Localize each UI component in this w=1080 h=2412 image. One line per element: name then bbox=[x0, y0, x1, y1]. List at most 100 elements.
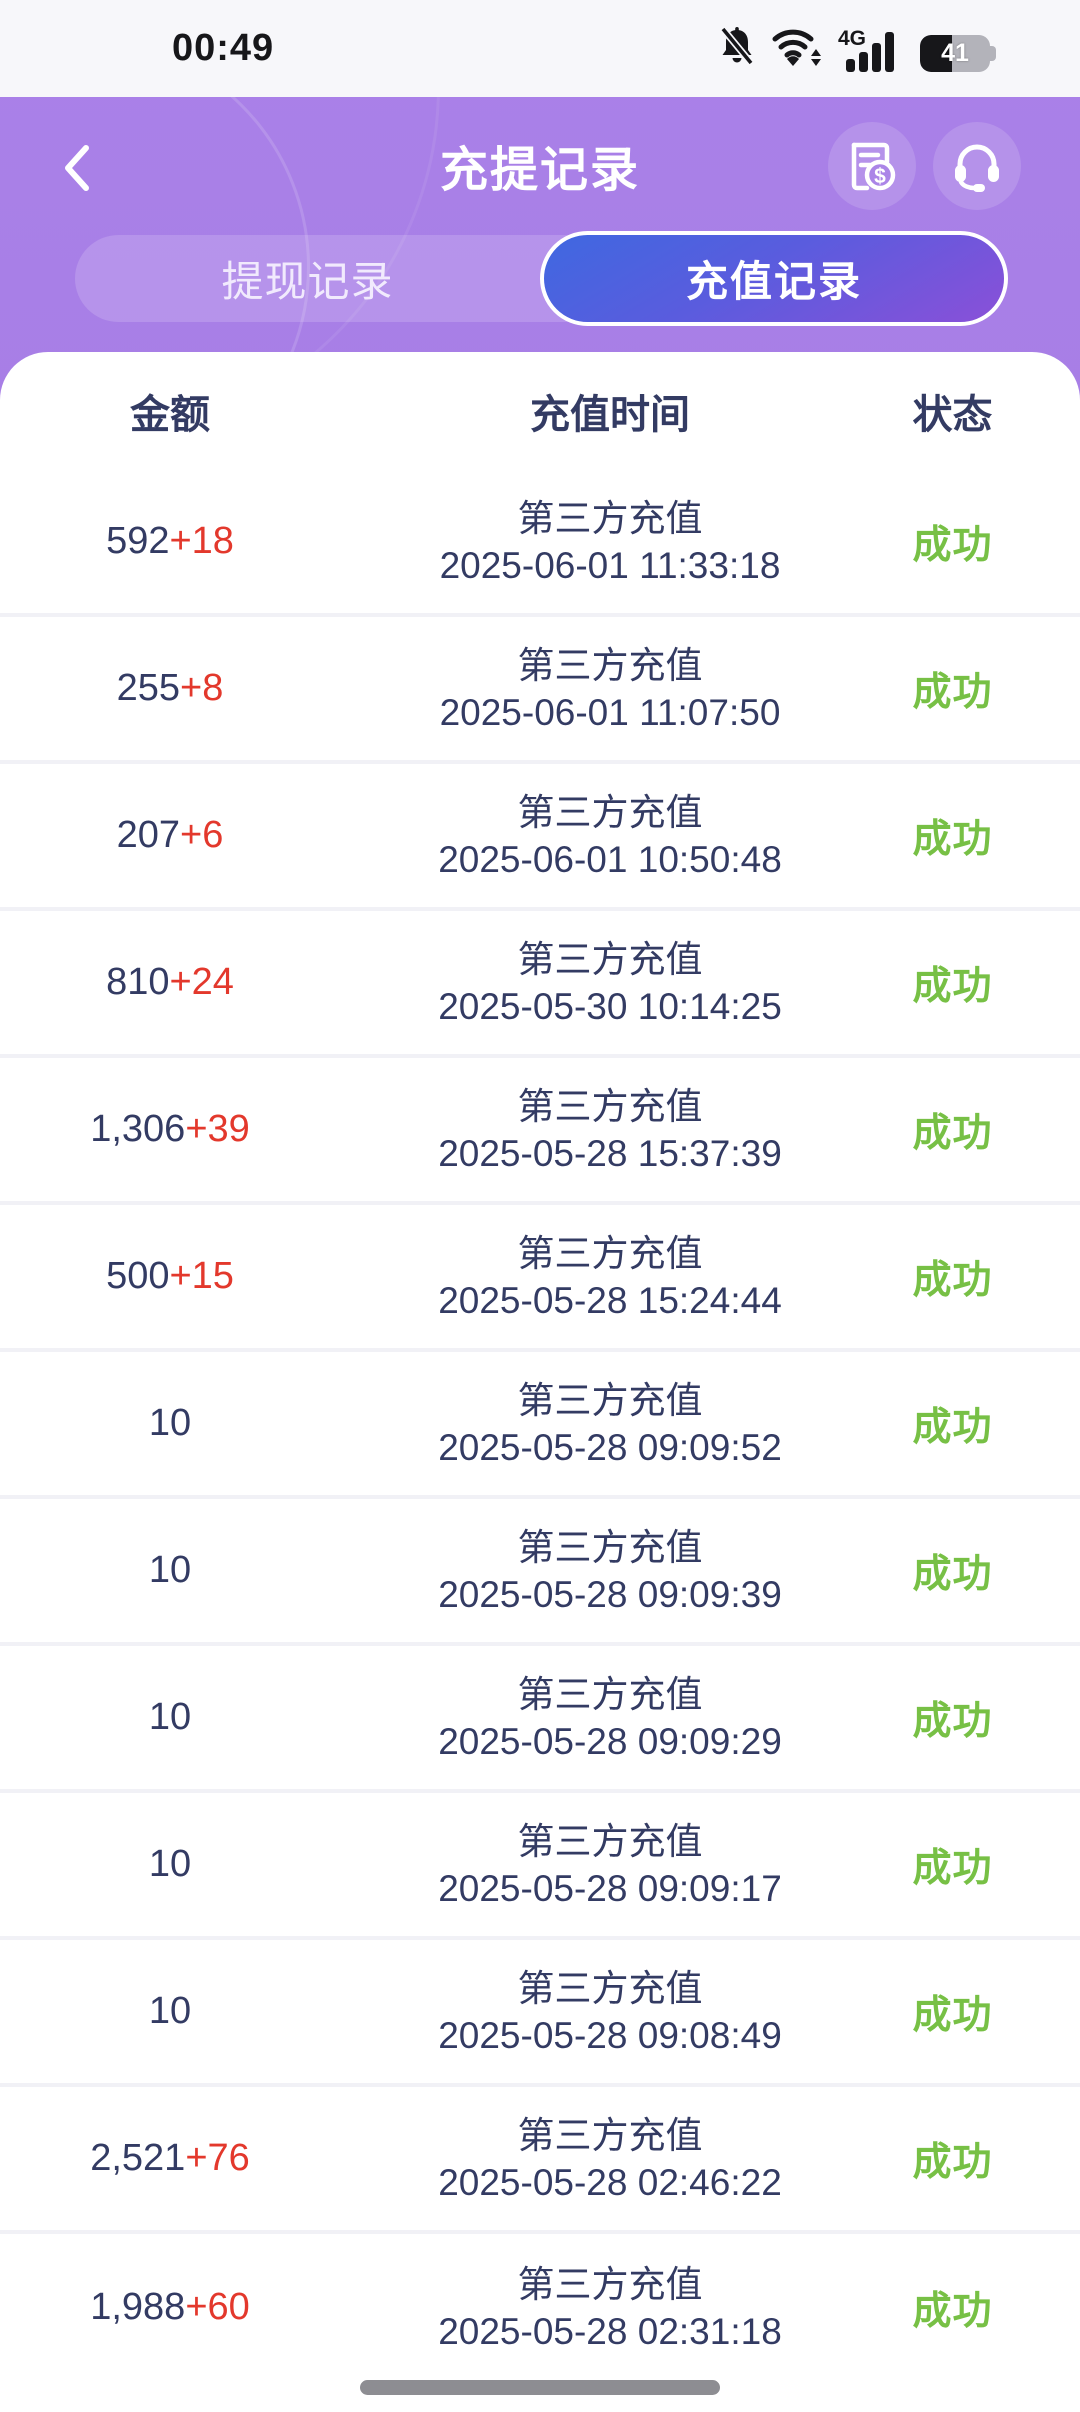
time-cell: 第三方充值 2025-06-01 11:07:50 bbox=[340, 642, 880, 736]
tab-recharge-records[interactable]: 充值记录 bbox=[540, 231, 1008, 326]
customer-service-icon bbox=[955, 144, 999, 192]
amount-cell: 10 bbox=[0, 1696, 340, 1739]
recharge-time: 2025-06-01 11:33:18 bbox=[439, 544, 781, 586]
recharge-method: 第三方充值 bbox=[517, 791, 703, 833]
amount-value: 1,306 bbox=[90, 1108, 186, 1150]
recharge-time: 2025-05-28 09:09:29 bbox=[438, 1720, 782, 1762]
amount-bonus: +24 bbox=[169, 961, 234, 1003]
status-badge: 成功 bbox=[912, 964, 993, 1008]
billing-record-icon: $ bbox=[851, 142, 896, 191]
amount-value: 207 bbox=[116, 814, 181, 856]
recharge-time: 2025-05-28 09:09:52 bbox=[438, 1426, 782, 1468]
amount-value: 592 bbox=[106, 520, 170, 562]
amount-value: 500 bbox=[106, 1255, 170, 1297]
time-cell: 第三方充值 2025-05-28 09:09:29 bbox=[340, 1671, 880, 1765]
time-cell: 第三方充值 2025-06-01 10:50:48 bbox=[340, 789, 880, 883]
records-list: 592 +18 第三方充值 2025-06-01 11:33:18 成功 255 +8 第三方… bbox=[0, 470, 1080, 2381]
billing-record-button[interactable]: $ bbox=[828, 122, 916, 210]
amount-value: 1,988 bbox=[90, 2286, 186, 2328]
clock: 00:49 bbox=[172, 27, 275, 69]
column-header-amount: 金额 bbox=[130, 393, 210, 437]
amount-cell: 1,306 +39 bbox=[0, 1108, 340, 1151]
amount-bonus: +15 bbox=[169, 1255, 234, 1297]
table-row: 10 第三方充值 2025-05-28 09:09:39 成功 bbox=[0, 1499, 1080, 1646]
battery-icon: 41 bbox=[920, 35, 996, 72]
recharge-method: 第三方充值 bbox=[517, 1526, 703, 1568]
amount-value: 10 bbox=[148, 1843, 192, 1885]
status-badge: 成功 bbox=[912, 523, 993, 567]
status-cell: 成功 bbox=[880, 2131, 1080, 2187]
nav-bar: 充提记录 $ bbox=[0, 120, 1080, 210]
time-cell: 第三方充值 2025-06-01 11:33:18 bbox=[340, 495, 880, 589]
table-row: 10 第三方充值 2025-05-28 09:08:49 成功 bbox=[0, 1940, 1080, 2087]
amount-value: 10 bbox=[148, 1990, 192, 2032]
status-badge: 成功 bbox=[912, 1258, 993, 1302]
amount-cell: 207 +6 bbox=[0, 814, 340, 857]
amount-cell: 1,988 +60 bbox=[0, 2286, 340, 2329]
recharge-time: 2025-05-28 09:09:17 bbox=[438, 1867, 782, 1909]
recharge-method: 第三方充值 bbox=[517, 2114, 703, 2156]
recharge-method: 第三方充值 bbox=[517, 1085, 703, 1127]
amount-bonus: +6 bbox=[180, 814, 224, 856]
status-cell: 成功 bbox=[880, 1690, 1080, 1746]
status-cell: 成功 bbox=[880, 955, 1080, 1011]
recharge-method: 第三方充值 bbox=[517, 644, 703, 686]
amount-bonus: +76 bbox=[185, 2137, 250, 2179]
amount-cell: 10 bbox=[0, 1402, 340, 1445]
status-cell: 成功 bbox=[880, 661, 1080, 717]
battery-percent: 41 bbox=[941, 39, 969, 67]
time-cell: 第三方充值 2025-05-28 09:09:17 bbox=[340, 1818, 880, 1912]
amount-bonus: +18 bbox=[169, 520, 234, 562]
recharge-method: 第三方充值 bbox=[517, 1820, 703, 1862]
customer-service-button[interactable] bbox=[933, 122, 1021, 210]
amount-cell: 2,521 +76 bbox=[0, 2137, 340, 2180]
recharge-time: 2025-05-28 09:08:49 bbox=[438, 2014, 782, 2056]
recharge-time: 2025-06-01 10:50:48 bbox=[438, 838, 782, 880]
time-cell: 第三方充值 2025-05-28 02:46:22 bbox=[340, 2112, 880, 2206]
amount-bonus: +8 bbox=[180, 667, 224, 709]
amount-cell: 592 +18 bbox=[0, 520, 340, 563]
time-cell: 第三方充值 2025-05-28 09:09:39 bbox=[340, 1524, 880, 1618]
recharge-method: 第三方充值 bbox=[517, 2263, 703, 2305]
recharge-method: 第三方充值 bbox=[517, 497, 703, 539]
status-badge: 成功 bbox=[912, 1552, 993, 1596]
status-cell: 成功 bbox=[880, 1249, 1080, 1305]
amount-cell: 10 bbox=[0, 1843, 340, 1886]
recharge-method: 第三方充值 bbox=[517, 938, 703, 980]
recharge-time: 2025-05-28 02:31:18 bbox=[438, 2310, 782, 2352]
status-badge: 成功 bbox=[912, 1846, 993, 1890]
page-title: 充提记录 bbox=[439, 144, 640, 197]
amount-cell: 10 bbox=[0, 1549, 340, 1592]
amount-value: 10 bbox=[148, 1402, 192, 1444]
table-header: 金额 充值时间 状态 bbox=[0, 352, 1080, 470]
status-cell: 成功 bbox=[880, 514, 1080, 570]
back-button[interactable] bbox=[48, 138, 108, 198]
status-cell: 成功 bbox=[880, 2280, 1080, 2336]
status-cell: 成功 bbox=[880, 1396, 1080, 1452]
status-cell: 成功 bbox=[880, 1543, 1080, 1599]
table-row: 10 第三方充值 2025-05-28 09:09:17 成功 bbox=[0, 1793, 1080, 1940]
status-badge: 成功 bbox=[912, 2289, 993, 2333]
record-type-tabs: 提现记录 充值记录 bbox=[75, 231, 1008, 326]
status-cell: 成功 bbox=[880, 1984, 1080, 2040]
recharge-method: 第三方充值 bbox=[517, 1232, 703, 1274]
notification-muted-icon bbox=[718, 25, 756, 72]
status-bar: 00:49 bbox=[0, 0, 1080, 97]
wifi-icon bbox=[772, 25, 822, 72]
table-row: 1,306 +39 第三方充值 2025-05-28 15:37:39 成功 bbox=[0, 1058, 1080, 1205]
svg-text:$: $ bbox=[874, 165, 886, 188]
table-row: 10 第三方充值 2025-05-28 09:09:29 成功 bbox=[0, 1646, 1080, 1793]
recharge-time: 2025-05-30 10:14:25 bbox=[438, 985, 782, 1027]
recharge-time: 2025-06-01 11:07:50 bbox=[439, 691, 781, 733]
status-badge: 成功 bbox=[912, 1993, 993, 2037]
table-row: 255 +8 第三方充值 2025-06-01 11:07:50 成功 bbox=[0, 617, 1080, 764]
time-cell: 第三方充值 2025-05-28 15:37:39 bbox=[340, 1083, 880, 1177]
tab-withdraw-records[interactable]: 提现记录 bbox=[221, 258, 394, 305]
amount-cell: 255 +8 bbox=[0, 667, 340, 710]
home-indicator[interactable] bbox=[360, 2380, 720, 2395]
signal-strength-icon: 4G bbox=[838, 27, 904, 72]
time-cell: 第三方充值 2025-05-28 09:08:49 bbox=[340, 1965, 880, 2059]
recharge-time: 2025-05-28 15:37:39 bbox=[438, 1132, 782, 1174]
amount-value: 2,521 bbox=[90, 2137, 186, 2179]
